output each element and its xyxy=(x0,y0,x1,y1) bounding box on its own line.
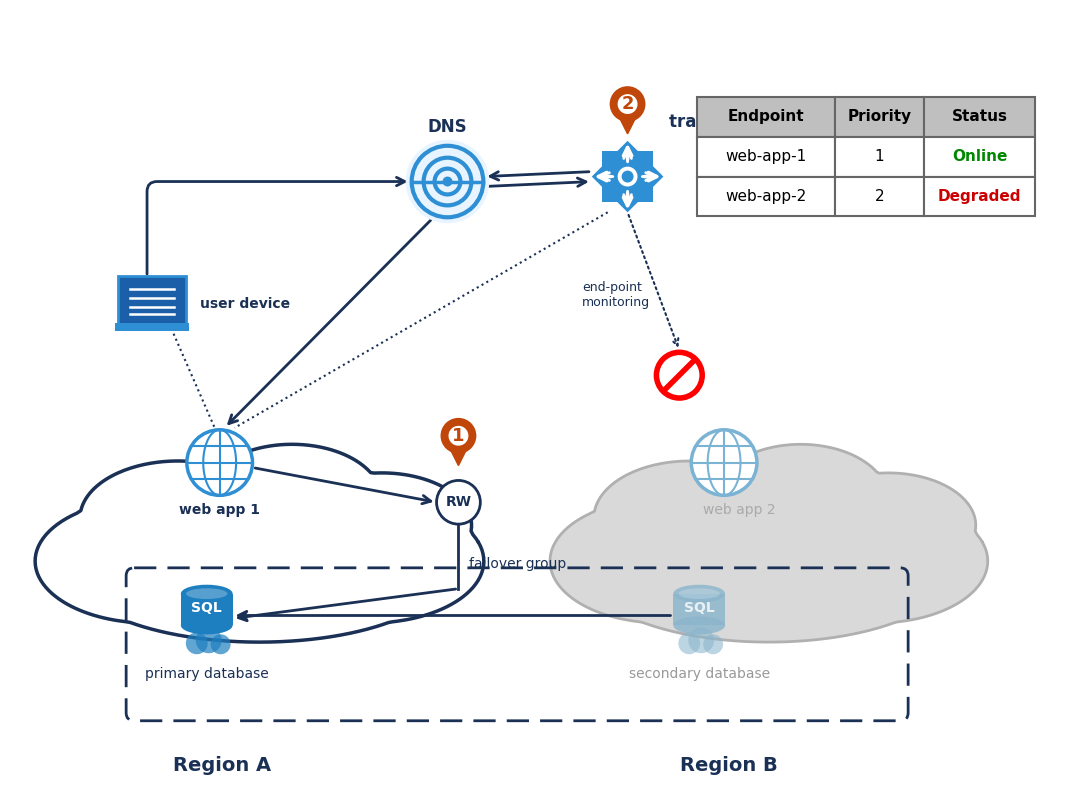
Bar xyxy=(698,97,835,137)
Text: primary database: primary database xyxy=(145,667,268,681)
Circle shape xyxy=(691,430,756,496)
Text: 2: 2 xyxy=(621,95,633,113)
Text: traffic manager: traffic manager xyxy=(669,113,815,131)
Text: web app 2: web app 2 xyxy=(703,503,775,517)
Text: Degraded: Degraded xyxy=(938,189,1021,204)
Bar xyxy=(835,137,924,176)
Bar xyxy=(924,176,1036,217)
Ellipse shape xyxy=(72,499,447,642)
Text: web-app-1: web-app-1 xyxy=(725,149,807,164)
Ellipse shape xyxy=(678,589,719,599)
Bar xyxy=(698,176,835,217)
Text: DNS: DNS xyxy=(427,118,468,136)
Text: Status: Status xyxy=(952,110,1008,124)
FancyBboxPatch shape xyxy=(181,593,232,626)
Ellipse shape xyxy=(594,461,785,575)
FancyBboxPatch shape xyxy=(674,593,725,626)
Circle shape xyxy=(609,86,645,122)
Ellipse shape xyxy=(255,499,484,623)
Text: SQL: SQL xyxy=(192,601,222,614)
Text: user device: user device xyxy=(199,297,290,310)
Text: web-app-2: web-app-2 xyxy=(725,189,807,204)
Circle shape xyxy=(186,430,253,496)
FancyBboxPatch shape xyxy=(118,276,185,323)
Circle shape xyxy=(703,634,723,654)
Ellipse shape xyxy=(186,589,228,599)
Text: SQL: SQL xyxy=(683,601,715,614)
Ellipse shape xyxy=(801,473,976,577)
Circle shape xyxy=(443,176,452,187)
Text: 2: 2 xyxy=(874,189,884,204)
Polygon shape xyxy=(449,448,468,465)
Circle shape xyxy=(678,633,700,654)
Bar xyxy=(924,137,1036,176)
Text: Priority: Priority xyxy=(847,110,911,124)
Text: Region B: Region B xyxy=(680,756,778,775)
Bar xyxy=(835,176,924,217)
Text: 1: 1 xyxy=(452,427,464,445)
Bar xyxy=(698,137,835,176)
Circle shape xyxy=(440,418,476,454)
Text: RW: RW xyxy=(446,496,472,509)
Text: web app 1: web app 1 xyxy=(179,503,261,517)
Ellipse shape xyxy=(292,473,472,577)
Ellipse shape xyxy=(181,617,232,634)
Ellipse shape xyxy=(35,499,264,623)
Circle shape xyxy=(210,634,231,654)
Circle shape xyxy=(654,350,704,400)
Text: Endpoint: Endpoint xyxy=(727,110,804,124)
Circle shape xyxy=(196,627,221,654)
Circle shape xyxy=(185,633,208,654)
Circle shape xyxy=(448,426,469,446)
Ellipse shape xyxy=(203,444,382,554)
Circle shape xyxy=(688,627,714,654)
Ellipse shape xyxy=(674,617,725,634)
Text: failover group: failover group xyxy=(469,557,566,571)
FancyBboxPatch shape xyxy=(116,322,189,331)
Circle shape xyxy=(618,94,638,114)
Bar xyxy=(835,97,924,137)
Ellipse shape xyxy=(713,444,888,554)
Text: end-point
monitoring: end-point monitoring xyxy=(582,281,650,309)
Polygon shape xyxy=(619,116,637,134)
Circle shape xyxy=(656,352,702,398)
Bar xyxy=(924,97,1036,137)
Ellipse shape xyxy=(765,499,988,623)
Text: secondary database: secondary database xyxy=(629,667,770,681)
Circle shape xyxy=(437,480,481,525)
Ellipse shape xyxy=(550,499,773,623)
Text: 1: 1 xyxy=(874,149,884,164)
Ellipse shape xyxy=(80,461,276,575)
Text: Online: Online xyxy=(952,149,1007,164)
Ellipse shape xyxy=(181,585,232,602)
Ellipse shape xyxy=(674,585,725,602)
Ellipse shape xyxy=(585,499,952,642)
Text: Region A: Region A xyxy=(172,756,270,775)
Circle shape xyxy=(405,140,489,223)
Circle shape xyxy=(618,167,638,187)
Circle shape xyxy=(621,171,633,183)
